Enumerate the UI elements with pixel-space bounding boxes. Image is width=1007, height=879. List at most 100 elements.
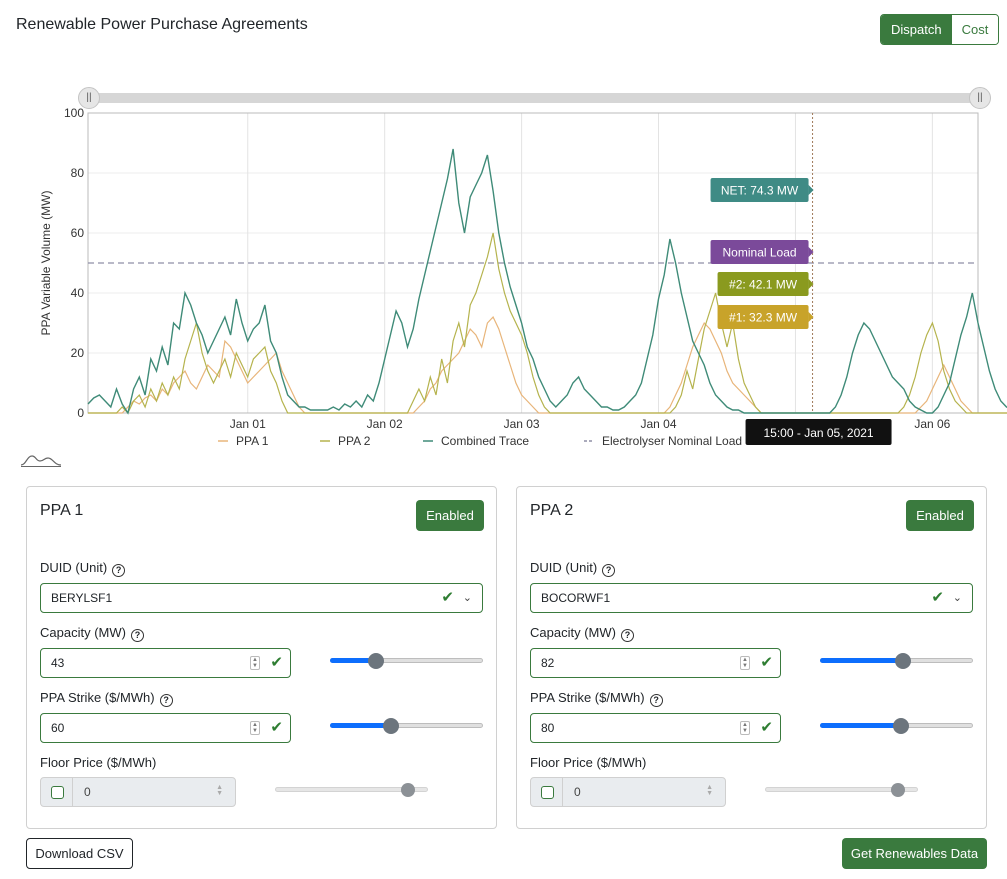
tooltip-label: NET: 74.3 MW [721,184,799,198]
spinner-icon: ▲ ▼ [216,784,223,797]
duid-label: DUID (Unit)? [40,560,126,577]
tooltip-label: Nominal Load [723,246,797,260]
slider-thumb[interactable] [367,653,384,669]
spinner-icon[interactable]: ▲ ▼ [250,656,260,670]
check-icon: ✔ [270,719,283,736]
legend-label: Combined Trace [441,434,529,448]
slider-thumb[interactable] [383,718,400,734]
strike-slider[interactable] [330,718,483,734]
view-toggle[interactable]: Dispatch Cost [880,14,1000,45]
x-tick-label: Jan 03 [504,417,540,431]
help-circle-icon[interactable]: ? [602,564,616,577]
cost-toggle-button[interactable]: Cost [951,15,999,44]
help-circle-icon[interactable]: ? [620,629,634,642]
slider-thumb[interactable] [891,783,906,797]
tooltip-box [710,240,809,264]
capacity-label: Capacity (MW)? [40,625,144,642]
series-group [87,148,1007,415]
spinner-icon[interactable]: ▲ ▼ [740,656,750,670]
x-tick-label: Jan 06 [914,417,950,431]
spinner-icon[interactable]: ▲ ▼ [250,721,260,735]
slider-thumb[interactable] [401,783,416,797]
tooltip-pointer [808,279,814,289]
spinner-icon: ▲ ▼ [706,784,713,797]
range-handle-left[interactable]: || [78,87,100,109]
enabled-button[interactable]: Enabled [416,500,484,531]
dispatch-chart[interactable]: 0 20 40 60 80 100 Jan 01 Jan 02 Jan 03 Jan 04 Jan … [0,100,1007,460]
tooltip-pointer [808,312,814,322]
page-title: Renewable Power Purchase Agreements [16,16,308,33]
hover-time-box [745,419,892,445]
capacity-input[interactable]: 43 ▲ ▼ ✔ [40,648,291,678]
floor-input[interactable]: 0 ▲ ▼ [530,777,726,807]
card-title: PPA 2 [530,502,574,519]
check-icon: ✔ [931,589,944,606]
range-handle-right[interactable]: || [969,87,991,109]
check-icon: ✔ [441,589,454,606]
y-tick-label: 0 [77,406,84,420]
x-tick-label: Jan 01 [230,417,266,431]
tooltip-pointer [808,185,814,195]
floor-label: Floor Price ($/MWh) [40,755,157,770]
x-tick-label: Jan 04 [640,417,676,431]
tooltip-box [710,178,809,202]
series-line-combined-trace [87,148,1007,415]
capacity-input[interactable]: 82 ▲ ▼ ✔ [530,648,781,678]
y-tick-label: 20 [71,346,85,360]
tooltip-box [717,305,809,329]
legend-label: PPA 1 [236,434,269,448]
floor-checkbox[interactable] [41,778,73,806]
tooltip-pointer [808,247,814,257]
floor-slider[interactable] [765,782,918,798]
legend-label: Electrolyser Nominal Load [602,434,742,448]
chevron-down-icon: ⌄ [952,592,962,604]
tooltip-label: #2: 42.1 MW [729,278,798,292]
capacity-slider[interactable] [820,653,973,669]
floor-input[interactable]: 0 ▲ ▼ [40,777,236,807]
duid-select[interactable]: BOCORWF1 ✔ ⌄ [530,583,973,613]
series-line-ppa-2 [88,232,1007,415]
legend-item: PPA 2 [320,434,371,448]
spinner-icon[interactable]: ▲ ▼ [740,721,750,735]
hover-group: NET: 74.3 MW Nominal Load #2: 42.1 MW #1: 3… [710,113,892,445]
slider-thumb[interactable] [894,653,911,669]
strike-input[interactable]: 60 ▲ ▼ ✔ [40,713,291,743]
dispatch-toggle-button[interactable]: Dispatch [881,15,952,44]
y-tick-label: 40 [71,286,85,300]
get-renewables-data-button[interactable]: Get Renewables Data [842,838,987,869]
legend-label: PPA 2 [338,434,371,448]
hover-tooltip: #1: 32.3 MW [717,305,814,329]
enabled-button[interactable]: Enabled [906,500,974,531]
floor-slider[interactable] [275,782,428,798]
help-circle-icon[interactable]: ? [159,694,173,707]
capacity-label: Capacity (MW)? [530,625,634,642]
y-tick-label: 60 [71,226,85,240]
hover-tooltip: #2: 42.1 MW [717,272,814,296]
legend-item: PPA 1 [218,434,269,448]
legend-item: Combined Trace [423,434,529,448]
hover-tooltip: NET: 74.3 MW [710,178,814,202]
help-circle-icon[interactable]: ? [649,694,663,707]
strike-input[interactable]: 80 ▲ ▼ ✔ [530,713,781,743]
area-chart-icon[interactable] [20,452,62,468]
floor-checkbox[interactable] [531,778,563,806]
help-circle-icon[interactable]: ? [112,564,126,577]
check-icon: ✔ [270,654,283,671]
strike-slider[interactable] [820,718,973,734]
card-title: PPA 1 [40,502,84,519]
slider-thumb[interactable] [893,718,910,734]
duid-select[interactable]: BERYLSF1 ✔ ⌄ [40,583,483,613]
chart-axes: 0 20 40 60 80 100 Jan 01 Jan 02 Jan 03 Jan 04 Jan … [39,106,979,431]
strike-label: PPA Strike ($/MWh)? [40,690,173,707]
hover-time-label: 15:00 - Jan 05, 2021 [764,426,874,440]
chart-legend: PPA 1 PPA 2 Combined Trace Electrolyser Nom… [218,434,742,448]
y-axis-label: PPA Variable Volume (MW) [39,191,53,336]
date-range-track[interactable] [88,93,980,103]
chevron-down-icon: ⌄ [462,592,472,604]
help-circle-icon[interactable]: ? [130,629,144,642]
download-csv-button[interactable]: Download CSV [26,838,133,869]
x-tick-label: Jan 02 [367,417,403,431]
tooltip-label: #1: 32.3 MW [729,311,798,325]
capacity-slider[interactable] [330,653,483,669]
ppa-card-2: PPA 2 Enabled DUID (Unit)? BOCORWF1 ✔ ⌄ … [516,486,987,829]
